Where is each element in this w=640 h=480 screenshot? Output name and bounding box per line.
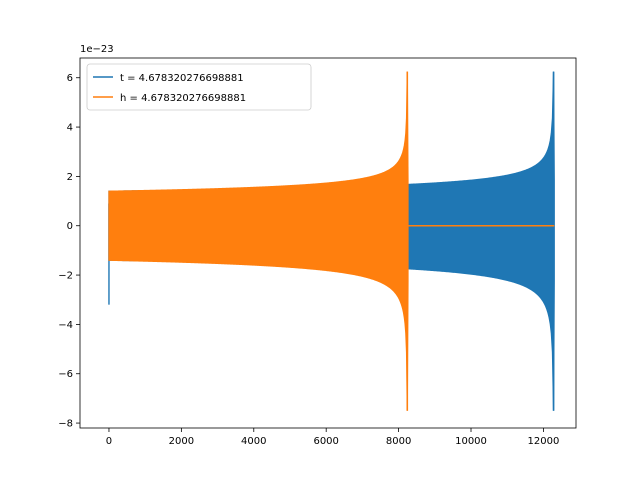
y-tick-label: −4 (58, 320, 73, 331)
legend-label: h = 4.678320276698881 (120, 93, 246, 104)
series-h (108, 71, 555, 411)
y-tick-label: 6 (67, 73, 73, 84)
legend: t = 4.678320276698881 h = 4.6783202766988… (86, 63, 312, 111)
legend-label: t = 4.678320276698881 (120, 73, 244, 84)
x-tick-label: 0 (106, 436, 112, 447)
legend-box (86, 63, 312, 111)
y-tick-label: −2 (58, 271, 73, 282)
x-tick-label: 4000 (241, 436, 266, 447)
y-scale-offset: 1e−23 (80, 44, 114, 55)
y-tick-label: −8 (58, 419, 73, 430)
x-tick-label: 10000 (455, 436, 487, 447)
y-tick-label: −6 (58, 369, 73, 380)
x-tick-label: 8000 (386, 436, 411, 447)
x-tick-label: 12000 (528, 436, 560, 447)
x-tick-label: 2000 (169, 436, 194, 447)
plot-area (108, 71, 555, 411)
y-axis: −8 −6 −4 −2 0 2 4 6 (58, 73, 80, 430)
x-tick-label: 6000 (313, 436, 338, 447)
series-layer (108, 71, 555, 411)
series-band (108, 71, 409, 411)
axes-frame (79, 57, 577, 429)
x-axis: 0 2000 4000 6000 8000 10000 12000 (106, 428, 560, 447)
y-tick-label: 2 (67, 172, 73, 183)
y-tick-label: 0 (67, 221, 73, 232)
y-tick-label: 4 (67, 123, 73, 134)
